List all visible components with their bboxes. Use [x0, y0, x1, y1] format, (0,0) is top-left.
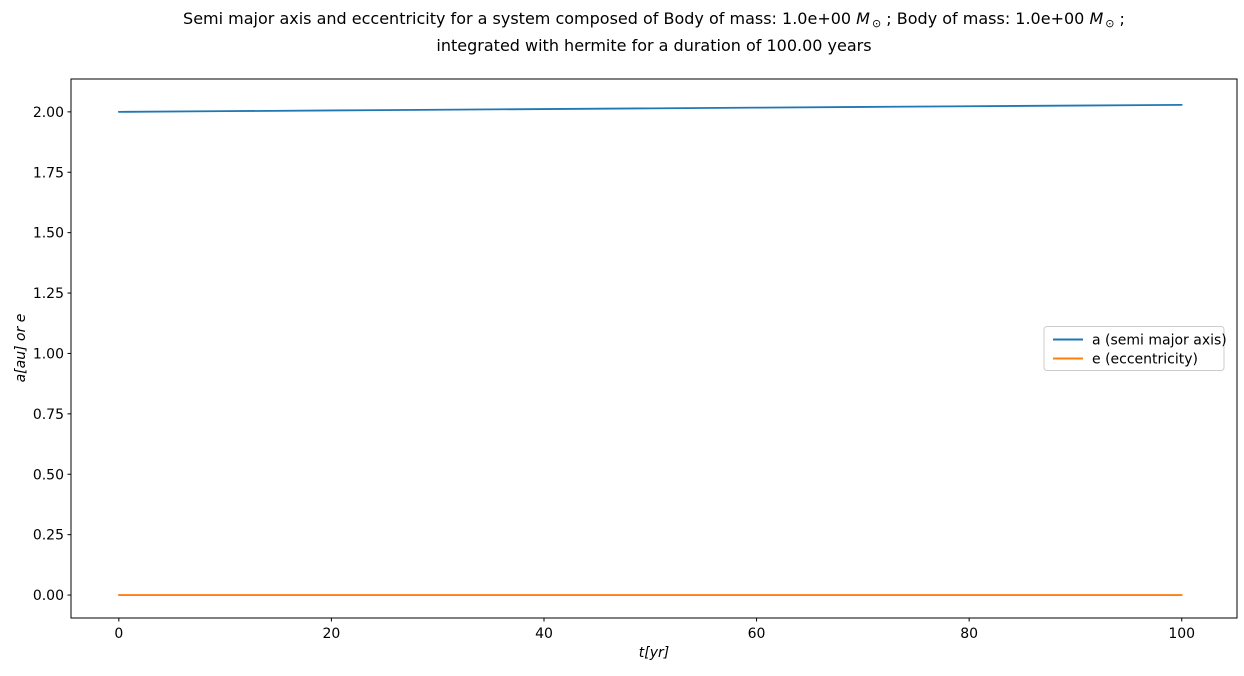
- title-text: ;: [1114, 9, 1125, 28]
- y-tick-label: 1.00: [33, 346, 64, 362]
- axes-frame: [70, 78, 1238, 619]
- solar-mass-symbol: M: [1089, 9, 1104, 28]
- y-axis-label: a[au] or e: [13, 313, 29, 383]
- y-tick-label: 1.75: [33, 165, 64, 181]
- sun-subscript-icon: ⊙: [871, 17, 882, 30]
- y-tick-label: 0.25: [33, 528, 64, 544]
- legend-label-a: a (semi major axis): [1092, 333, 1227, 349]
- legend-label-e: e (eccentricity): [1092, 352, 1198, 368]
- solar-mass-symbol: M: [856, 9, 870, 28]
- x-axis-label: t[yr]: [638, 645, 670, 661]
- y-tick-label: 1.50: [33, 226, 64, 242]
- title-text: Semi major axis and eccentricity for a s…: [183, 9, 857, 28]
- x-tick-label: 20: [322, 626, 340, 642]
- y-tick-label: 0.00: [33, 588, 64, 604]
- y-tick-label: 0.75: [33, 407, 64, 423]
- chart-title-line-2: integrated with hermite for a duration o…: [436, 36, 872, 55]
- series-line-a: [117, 103, 1183, 113]
- sun-subscript-icon: ⊙: [1105, 17, 1115, 30]
- x-tick-label: 40: [535, 626, 553, 642]
- y-tick-label: 2.00: [33, 105, 64, 121]
- chart-title-line-1: Semi major axis and eccentricity for a s…: [64, 8, 1244, 35]
- legend-box: [1043, 326, 1225, 371]
- x-tick-label: 60: [748, 626, 766, 642]
- chart-title: Semi major axis and eccentricity for a s…: [64, 8, 1244, 57]
- x-tick-label: 0: [114, 626, 123, 642]
- x-tick-label: 100: [1168, 626, 1195, 642]
- title-text: ; Body of mass: 1.0e+00: [881, 9, 1090, 28]
- x-tick-label: 80: [960, 626, 978, 642]
- y-tick-label: 1.25: [33, 286, 64, 302]
- y-tick-label: 0.50: [33, 467, 64, 483]
